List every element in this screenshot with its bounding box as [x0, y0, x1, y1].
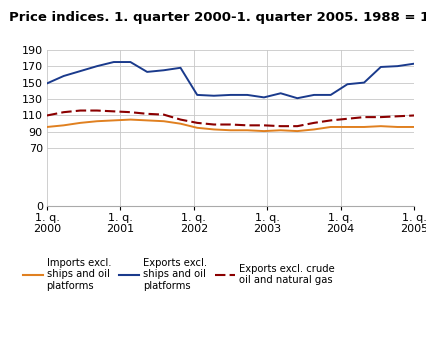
Legend: Imports excl.
ships and oil
platforms, Exports excl.
ships and oil
platforms, Ex: Imports excl. ships and oil platforms, E…: [23, 258, 334, 291]
Text: Price indices. 1. quarter 2000-1. quarter 2005. 1988 = 100: Price indices. 1. quarter 2000-1. quarte…: [9, 11, 426, 24]
